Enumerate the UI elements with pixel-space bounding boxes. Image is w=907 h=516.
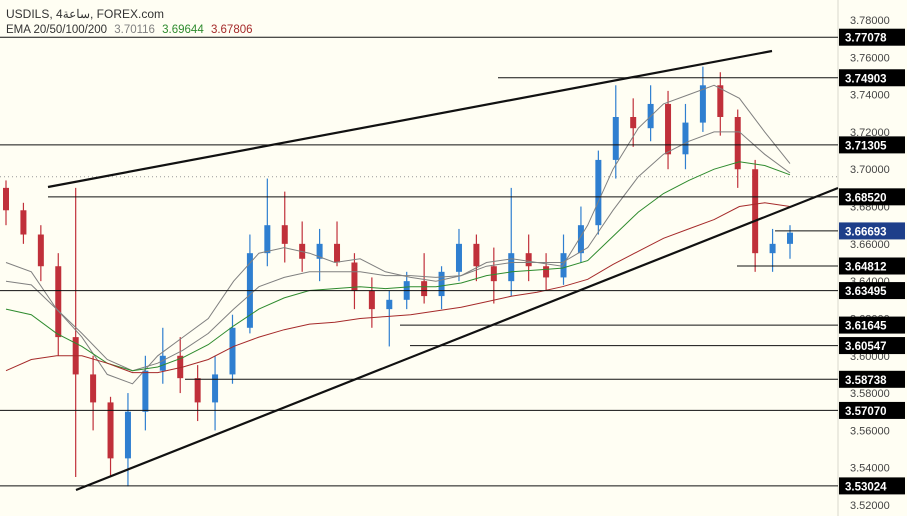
candle-body [577, 225, 584, 254]
level-label-bg [839, 257, 905, 275]
level-label: 3.60547 [845, 341, 887, 353]
y-tick-label: 3.78000 [850, 15, 890, 27]
y-tick-label: 3.76000 [850, 52, 890, 64]
candle-body [438, 271, 445, 297]
candle-body [90, 374, 97, 403]
candle-body [665, 103, 672, 155]
level-label-bg [839, 401, 905, 419]
candle-body [55, 266, 62, 338]
candle-body [682, 122, 689, 155]
symbol-label: USDILS, 4ساعة, FOREX.com [6, 7, 165, 21]
level-label-bg [839, 222, 905, 240]
candle-body [787, 232, 793, 244]
y-tick-label: 3.56000 [850, 425, 890, 437]
candle-body [421, 281, 428, 297]
candle-body [543, 266, 550, 278]
y-tick-label: 3.74000 [850, 90, 890, 102]
candle-body [699, 85, 706, 123]
candle-body [177, 355, 184, 379]
candle-body [490, 266, 497, 282]
level-label: 3.68520 [845, 192, 887, 204]
candle-body [595, 159, 602, 226]
candle-body [264, 225, 271, 254]
level-label-bg [839, 316, 905, 334]
ema-label: EMA 20/50/100/200 [6, 24, 108, 36]
lower-trendline [75, 186, 839, 492]
y-tick-label: 3.72000 [850, 127, 890, 139]
candle-body [717, 85, 724, 117]
candle-body [752, 169, 759, 254]
level-label-bg [839, 477, 905, 495]
y-tick-label: 3.66000 [850, 239, 890, 251]
ema50-value: 3.69644 [162, 24, 204, 36]
ema-line-ema50 [5, 131, 791, 372]
ema-line-ema200 [5, 202, 791, 374]
candle-body [368, 290, 375, 310]
candle-body [194, 378, 201, 403]
candle-body [107, 402, 114, 459]
level-label-bg [839, 28, 905, 46]
candle-body [508, 253, 515, 282]
level-label: 3.57070 [845, 406, 887, 418]
level-label-bg [839, 136, 905, 154]
y-tick-label: 3.70000 [850, 164, 890, 176]
candle-body [769, 243, 776, 254]
candle-body [3, 187, 9, 211]
candle-body [212, 374, 219, 403]
candle-body [334, 243, 341, 263]
upper-trendline [47, 49, 773, 189]
level-label: 3.63495 [845, 286, 887, 298]
candle-body [386, 299, 393, 310]
candle-body [159, 355, 166, 371]
level-label-bg [839, 282, 905, 300]
chart-header-ema: EMA 20/50/100/200 3.70116 3.69644 3.6780… [6, 24, 257, 36]
ema20-value: 3.70116 [114, 24, 155, 36]
candle-body [612, 117, 619, 160]
y-tick-label: 3.52000 [850, 500, 890, 512]
candle-body [630, 117, 637, 129]
candle-body [734, 117, 741, 170]
candle-body [525, 253, 532, 267]
ema100-value: 3.67806 [210, 24, 253, 36]
y-tick-label: 3.54000 [850, 463, 890, 475]
level-label: 3.58738 [845, 375, 887, 387]
candle-body [142, 370, 149, 412]
ema-line-ema100 [5, 161, 791, 372]
level-label-bg [839, 337, 905, 355]
level-label: 3.61645 [845, 321, 887, 333]
candle-body [351, 262, 358, 291]
level-label-bg [839, 188, 905, 206]
level-label: 3.66693 [845, 226, 887, 238]
level-label-bg [839, 370, 905, 388]
chart-header-symbol: USDILS, 4ساعة, FOREX.com [6, 7, 168, 21]
level-label: 3.64812 [845, 262, 887, 274]
level-label: 3.71305 [845, 140, 887, 152]
candle-body [20, 210, 27, 235]
level-label: 3.77078 [845, 33, 887, 45]
candle-body [229, 327, 236, 375]
candle-body [37, 234, 44, 267]
ema-line-ema20 [5, 84, 791, 385]
level-label-bg [839, 69, 905, 87]
candle-body [473, 243, 480, 267]
level-label: 3.53024 [845, 481, 887, 493]
candle-body [124, 411, 131, 459]
level-label: 3.74903 [845, 73, 887, 85]
y-tick-label: 3.58000 [850, 388, 890, 400]
candle-body [455, 243, 462, 272]
candle-body [281, 225, 288, 244]
candle-body [316, 243, 323, 259]
